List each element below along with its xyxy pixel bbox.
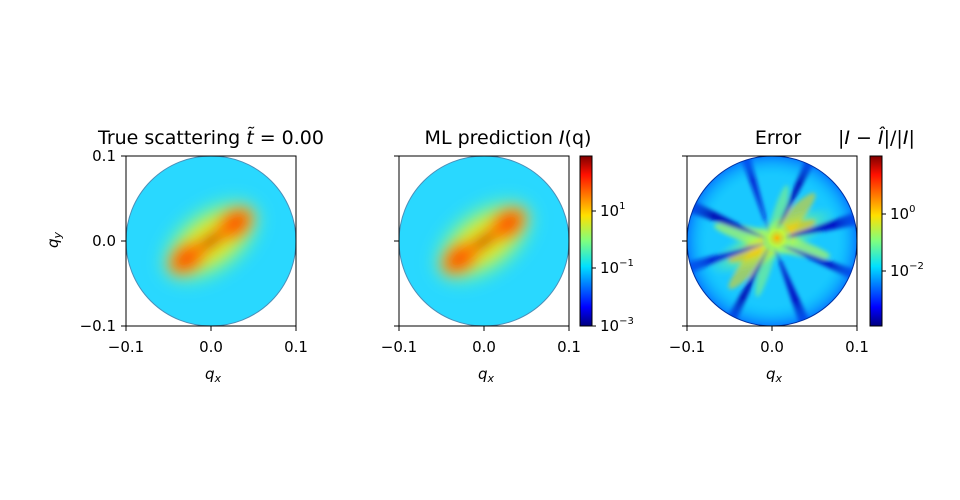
colorbar-gradient: [579, 155, 593, 327]
y-axis-ticks: [394, 155, 399, 327]
heatmap-true-scattering: [126, 156, 296, 326]
colorbar-tick-label: 10−3: [600, 316, 634, 335]
x-axis-ticks: −0.1 0.0 0.1: [108, 326, 308, 356]
x-tick-label: 0.0: [760, 338, 784, 356]
colorbar-tick-label: 10−1: [600, 258, 634, 277]
colorbar-error: 100 10−2: [869, 155, 924, 327]
panel-2-title: ML prediction I(q): [425, 127, 592, 149]
y-tick-label: −0.1: [80, 317, 116, 335]
colorbar-tick-label: 101: [600, 201, 625, 220]
y-tick-label: 0.0: [92, 232, 116, 250]
colorbar-tick-label: 100: [890, 204, 915, 223]
x-tick-label: 0.1: [284, 338, 308, 356]
y-axis-ticks: [682, 155, 687, 327]
heatmap-error: [687, 156, 857, 326]
x-axis-ticks: −0.1 0.0 0.1: [381, 326, 581, 356]
x-tick-label: −0.1: [669, 338, 705, 356]
x-tick-label: 0.1: [845, 338, 869, 356]
y-axis-ticks: 0.1 0.0 −0.1: [80, 147, 126, 335]
panel-ml-prediction: ML prediction I(q) −0.1 0.0 0.1: [381, 127, 634, 385]
panel-true-scattering: True scattering t̃ = 0.00 −0.1 0.0 0.1: [44, 127, 324, 385]
x-tick-label: 0.1: [557, 338, 581, 356]
x-tick-label: −0.1: [108, 338, 144, 356]
colorbar-3-title: |I − Î|/|I|: [838, 126, 915, 149]
x-axis-label: qx: [766, 365, 783, 385]
heatmap-ml-prediction: [399, 156, 569, 326]
y-tick-label: 0.1: [92, 147, 116, 165]
colorbar-gradient: [869, 155, 883, 327]
panel-3-title: Error: [755, 127, 802, 149]
x-tick-label: 0.0: [472, 338, 496, 356]
x-axis-ticks: −0.1 0.0 0.1: [669, 326, 869, 356]
colorbar-prediction: 101 10−1 10−3: [579, 155, 634, 335]
colorbar-tick-label: 10−2: [890, 261, 924, 280]
x-axis-label: qx: [478, 365, 495, 385]
x-tick-label: −0.1: [381, 338, 417, 356]
panel-error: Error |I − Î|/|I|: [669, 126, 924, 385]
y-axis-label: qy: [44, 231, 64, 248]
x-axis-label: qx: [205, 365, 222, 385]
x-tick-label: 0.0: [199, 338, 223, 356]
panel-1-title: True scattering t̃ = 0.00: [97, 127, 324, 149]
